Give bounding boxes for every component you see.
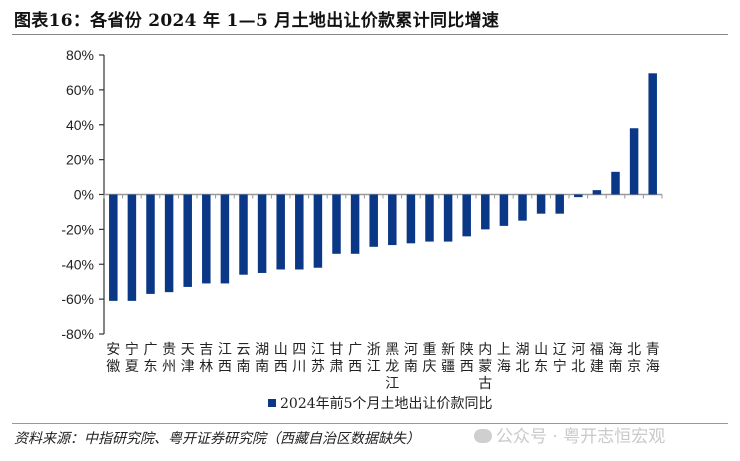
- x-tick-label: 重庆: [423, 342, 437, 375]
- x-tick-label: 山东: [534, 342, 548, 375]
- bar-河北: [574, 194, 583, 198]
- y-tick-label: 40%: [66, 117, 94, 133]
- bar-甘肃: [332, 194, 341, 254]
- x-tick-label: 内蒙古: [478, 342, 492, 392]
- bar-chart: 80% 60% 40% 20% 0% -20% -40% -60% -80% 安徽宁夏广东贵州天…: [61, 47, 663, 412]
- x-tick-label: 新疆: [441, 342, 455, 375]
- x-tick-label: 江西: [218, 342, 232, 375]
- bar-天津: [183, 194, 192, 287]
- x-tick-label: 湖南: [255, 342, 269, 375]
- chart-title: 图表16：各省份 2024 年 1—5 月土地出让价款累计同比增速: [14, 11, 500, 31]
- bar-江西: [220, 194, 230, 284]
- bar-安徽: [109, 194, 118, 301]
- bar-浙江: [369, 194, 378, 247]
- bar-重庆: [425, 194, 434, 242]
- legend-swatch: [268, 399, 276, 407]
- y-tick-label: -60%: [61, 291, 94, 307]
- x-tick-label: 黑龙江: [385, 342, 399, 392]
- bar-海南: [611, 171, 620, 195]
- y-tick-label: 80%: [66, 47, 94, 63]
- x-tick-label: 宁夏: [125, 341, 139, 375]
- bar-广东: [146, 194, 155, 294]
- bar-吉林: [202, 194, 211, 284]
- x-tick-label: 辽宁: [553, 342, 567, 375]
- x-tick-label: 福建: [590, 342, 604, 375]
- bar-新疆: [443, 194, 453, 242]
- x-tick-label: 青海: [646, 342, 660, 375]
- bar-辽宁: [555, 194, 564, 214]
- y-tick-label: 20%: [66, 152, 94, 168]
- source-note: 资料来源：中指研究院、粤开证券研究院（西藏自治区数据缺失）: [14, 431, 420, 447]
- bar-云南: [239, 194, 248, 275]
- x-tick-label: 河北: [571, 342, 585, 375]
- bar-江苏: [313, 194, 323, 268]
- source-divider: [12, 423, 728, 424]
- bar-陕西: [462, 194, 471, 237]
- y-axis: 80% 60% 40% 20% 0% -20% -40% -60% -80%: [61, 47, 663, 342]
- bar-宁夏: [127, 194, 137, 301]
- bar-广西: [350, 194, 360, 254]
- x-tick-label: 山西: [274, 342, 288, 375]
- bar-贵州: [164, 194, 174, 293]
- bar-上海: [499, 194, 509, 226]
- watermark: 公众号 · 粤开志恒宏观: [474, 422, 665, 447]
- legend: 2024年前5个月土地出让价款同比: [268, 395, 493, 412]
- wechat-icon: [474, 429, 492, 443]
- y-tick-label: -20%: [61, 221, 94, 237]
- x-tick-label: 贵州: [162, 342, 176, 375]
- x-tick-label: 四川: [292, 342, 306, 375]
- watermark-text: 公众号 · 粤开志恒宏观: [496, 427, 666, 447]
- bar-山西: [276, 194, 285, 270]
- x-tick-label: 安徽: [106, 342, 120, 375]
- x-tick-label: 广东: [144, 342, 158, 375]
- x-tick-label: 陕西: [460, 342, 474, 375]
- x-tick-label: 浙江: [367, 342, 381, 375]
- bar-山东: [536, 194, 546, 214]
- bar-湖南: [257, 194, 267, 273]
- y-tick-label: -80%: [61, 326, 94, 342]
- bar-河南: [406, 194, 416, 244]
- y-tick-label: 60%: [66, 82, 94, 98]
- x-tick-label: 天津: [181, 342, 195, 375]
- bar-北京: [629, 128, 639, 195]
- x-tick-label: 河南: [404, 342, 418, 375]
- bar-黑龙江: [388, 194, 397, 246]
- x-tick-label: 甘肃: [330, 342, 344, 375]
- x-tick-label: 上海: [497, 342, 511, 375]
- x-tick-label: 海南: [609, 342, 623, 375]
- bar-四川: [295, 194, 304, 270]
- x-tick-label: 湖北: [516, 342, 530, 375]
- bar-内蒙古: [481, 194, 490, 230]
- x-tick-label: 广西: [348, 342, 362, 375]
- title-divider: [12, 34, 728, 35]
- x-tick-label: 吉林: [199, 342, 213, 375]
- y-tick-label: 0%: [74, 187, 94, 203]
- bar-湖北: [518, 194, 527, 221]
- x-axis-labels: 安徽宁夏广东贵州天津吉林江西云南湖南山西四川江苏甘肃广西浙江黑龙江河南重庆新疆陕…: [106, 341, 659, 392]
- bars: [109, 73, 657, 301]
- x-tick-label: 北京: [627, 342, 641, 375]
- bar-青海: [648, 73, 657, 195]
- x-tick-label: 江苏: [311, 342, 325, 375]
- legend-label: 2024年前5个月土地出让价款同比: [280, 395, 493, 412]
- y-tick-label: -40%: [61, 256, 94, 272]
- x-tick-label: 云南: [237, 342, 251, 375]
- bar-福建: [592, 190, 602, 195]
